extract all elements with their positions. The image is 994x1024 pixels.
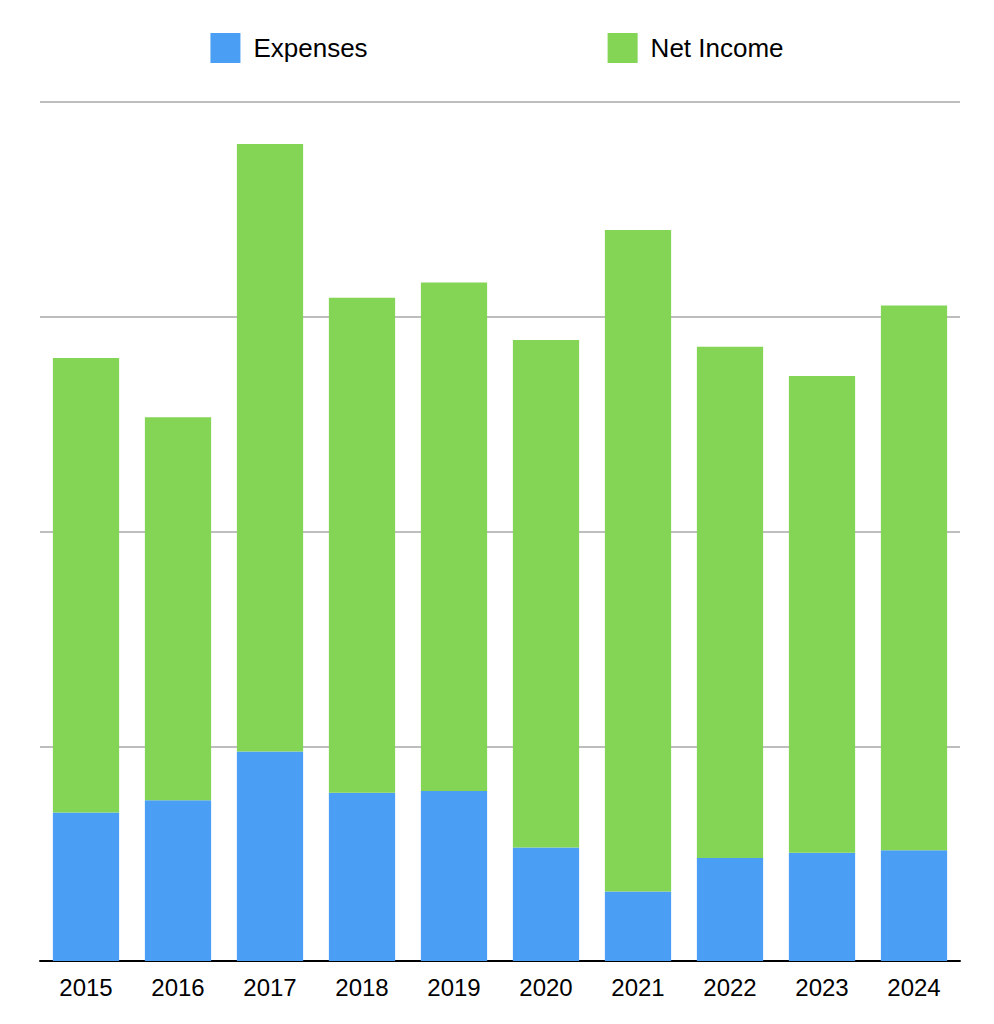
svg-text:Net Income: Net Income [651, 33, 784, 63]
svg-text:2021: 2021 [611, 974, 664, 1001]
svg-text:2023: 2023 [795, 974, 848, 1001]
svg-text:2016: 2016 [151, 974, 204, 1001]
svg-text:2015: 2015 [59, 974, 112, 1001]
svg-text:2017: 2017 [243, 974, 296, 1001]
svg-text:2018: 2018 [335, 974, 388, 1001]
svg-text:Expenses: Expenses [253, 33, 367, 63]
svg-text:2020: 2020 [519, 974, 572, 1001]
svg-text:2022: 2022 [703, 974, 756, 1001]
svg-text:2019: 2019 [427, 974, 480, 1001]
svg-text:2024: 2024 [887, 974, 940, 1001]
